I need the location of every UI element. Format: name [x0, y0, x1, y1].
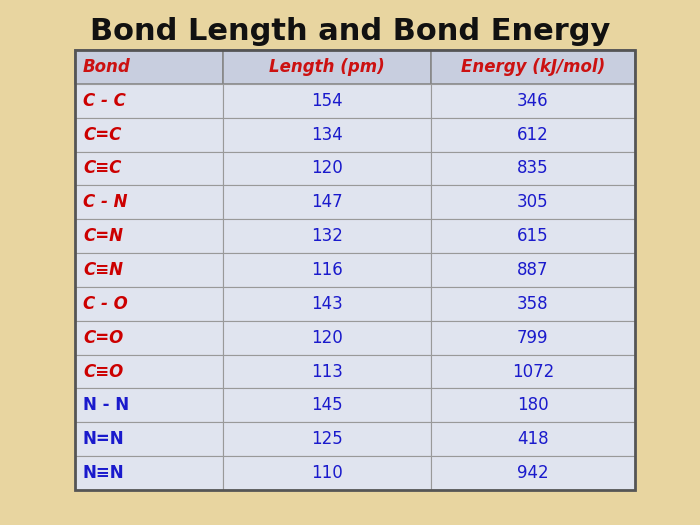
Text: 143: 143 [311, 295, 343, 313]
Text: 305: 305 [517, 193, 549, 211]
Bar [75, 84, 223, 118]
Text: 134: 134 [311, 125, 343, 144]
Bar [430, 253, 635, 287]
Text: 799: 799 [517, 329, 549, 346]
Bar [223, 253, 430, 287]
Bar [75, 118, 223, 152]
Text: 887: 887 [517, 261, 549, 279]
Bar [430, 152, 635, 185]
Bar [75, 253, 223, 287]
Bar [430, 50, 635, 84]
Bar [223, 388, 430, 422]
Text: 154: 154 [312, 92, 343, 110]
Text: 346: 346 [517, 92, 549, 110]
Bar [75, 354, 223, 388]
Bar [223, 354, 430, 388]
Text: Energy (kJ/mol): Energy (kJ/mol) [461, 58, 605, 76]
Text: Length (pm): Length (pm) [269, 58, 385, 76]
Text: 120: 120 [311, 160, 343, 177]
Bar [75, 185, 223, 219]
Text: C - O: C - O [83, 295, 127, 313]
Text: C=N: C=N [83, 227, 123, 245]
Bar [75, 456, 223, 490]
Bar [223, 219, 430, 253]
Text: 110: 110 [311, 464, 343, 482]
Text: C≡N: C≡N [83, 261, 123, 279]
Text: 116: 116 [311, 261, 343, 279]
Text: N - N: N - N [83, 396, 129, 414]
Bar [223, 152, 430, 185]
Text: N=N: N=N [83, 430, 125, 448]
Text: C=O: C=O [83, 329, 123, 346]
Text: 145: 145 [312, 396, 343, 414]
Text: 358: 358 [517, 295, 549, 313]
Bar [430, 388, 635, 422]
Text: 132: 132 [311, 227, 343, 245]
Text: 418: 418 [517, 430, 549, 448]
Text: C - C: C - C [83, 92, 126, 110]
Bar [223, 185, 430, 219]
Bar [223, 287, 430, 321]
Bar [223, 118, 430, 152]
Bar [223, 84, 430, 118]
Text: C=C: C=C [83, 125, 121, 144]
Bar [430, 185, 635, 219]
Bar [430, 118, 635, 152]
Text: C≡O: C≡O [83, 363, 123, 381]
Bar [430, 354, 635, 388]
Text: C - N: C - N [83, 193, 127, 211]
Bar [75, 50, 223, 84]
Text: 147: 147 [312, 193, 343, 211]
Bar [223, 321, 430, 354]
Text: 120: 120 [311, 329, 343, 346]
Text: N≡N: N≡N [83, 464, 125, 482]
Bar [75, 50, 635, 490]
Text: 615: 615 [517, 227, 549, 245]
Bar [223, 456, 430, 490]
Bar [75, 287, 223, 321]
Bar [430, 422, 635, 456]
Bar [430, 456, 635, 490]
Bar [75, 388, 223, 422]
Bar [75, 152, 223, 185]
Text: Bond Length and Bond Energy: Bond Length and Bond Energy [90, 17, 610, 47]
Text: 113: 113 [311, 363, 343, 381]
Text: Bond: Bond [83, 58, 131, 76]
Bar [430, 219, 635, 253]
Bar [430, 84, 635, 118]
Text: 835: 835 [517, 160, 549, 177]
Text: C≡C: C≡C [83, 160, 121, 177]
Bar [430, 321, 635, 354]
Text: 612: 612 [517, 125, 549, 144]
Text: 1072: 1072 [512, 363, 554, 381]
Bar [430, 287, 635, 321]
Text: 180: 180 [517, 396, 549, 414]
Bar [75, 219, 223, 253]
Text: 125: 125 [311, 430, 343, 448]
Bar [75, 321, 223, 354]
Bar [75, 422, 223, 456]
Bar [223, 422, 430, 456]
Text: 942: 942 [517, 464, 549, 482]
Bar [223, 50, 430, 84]
